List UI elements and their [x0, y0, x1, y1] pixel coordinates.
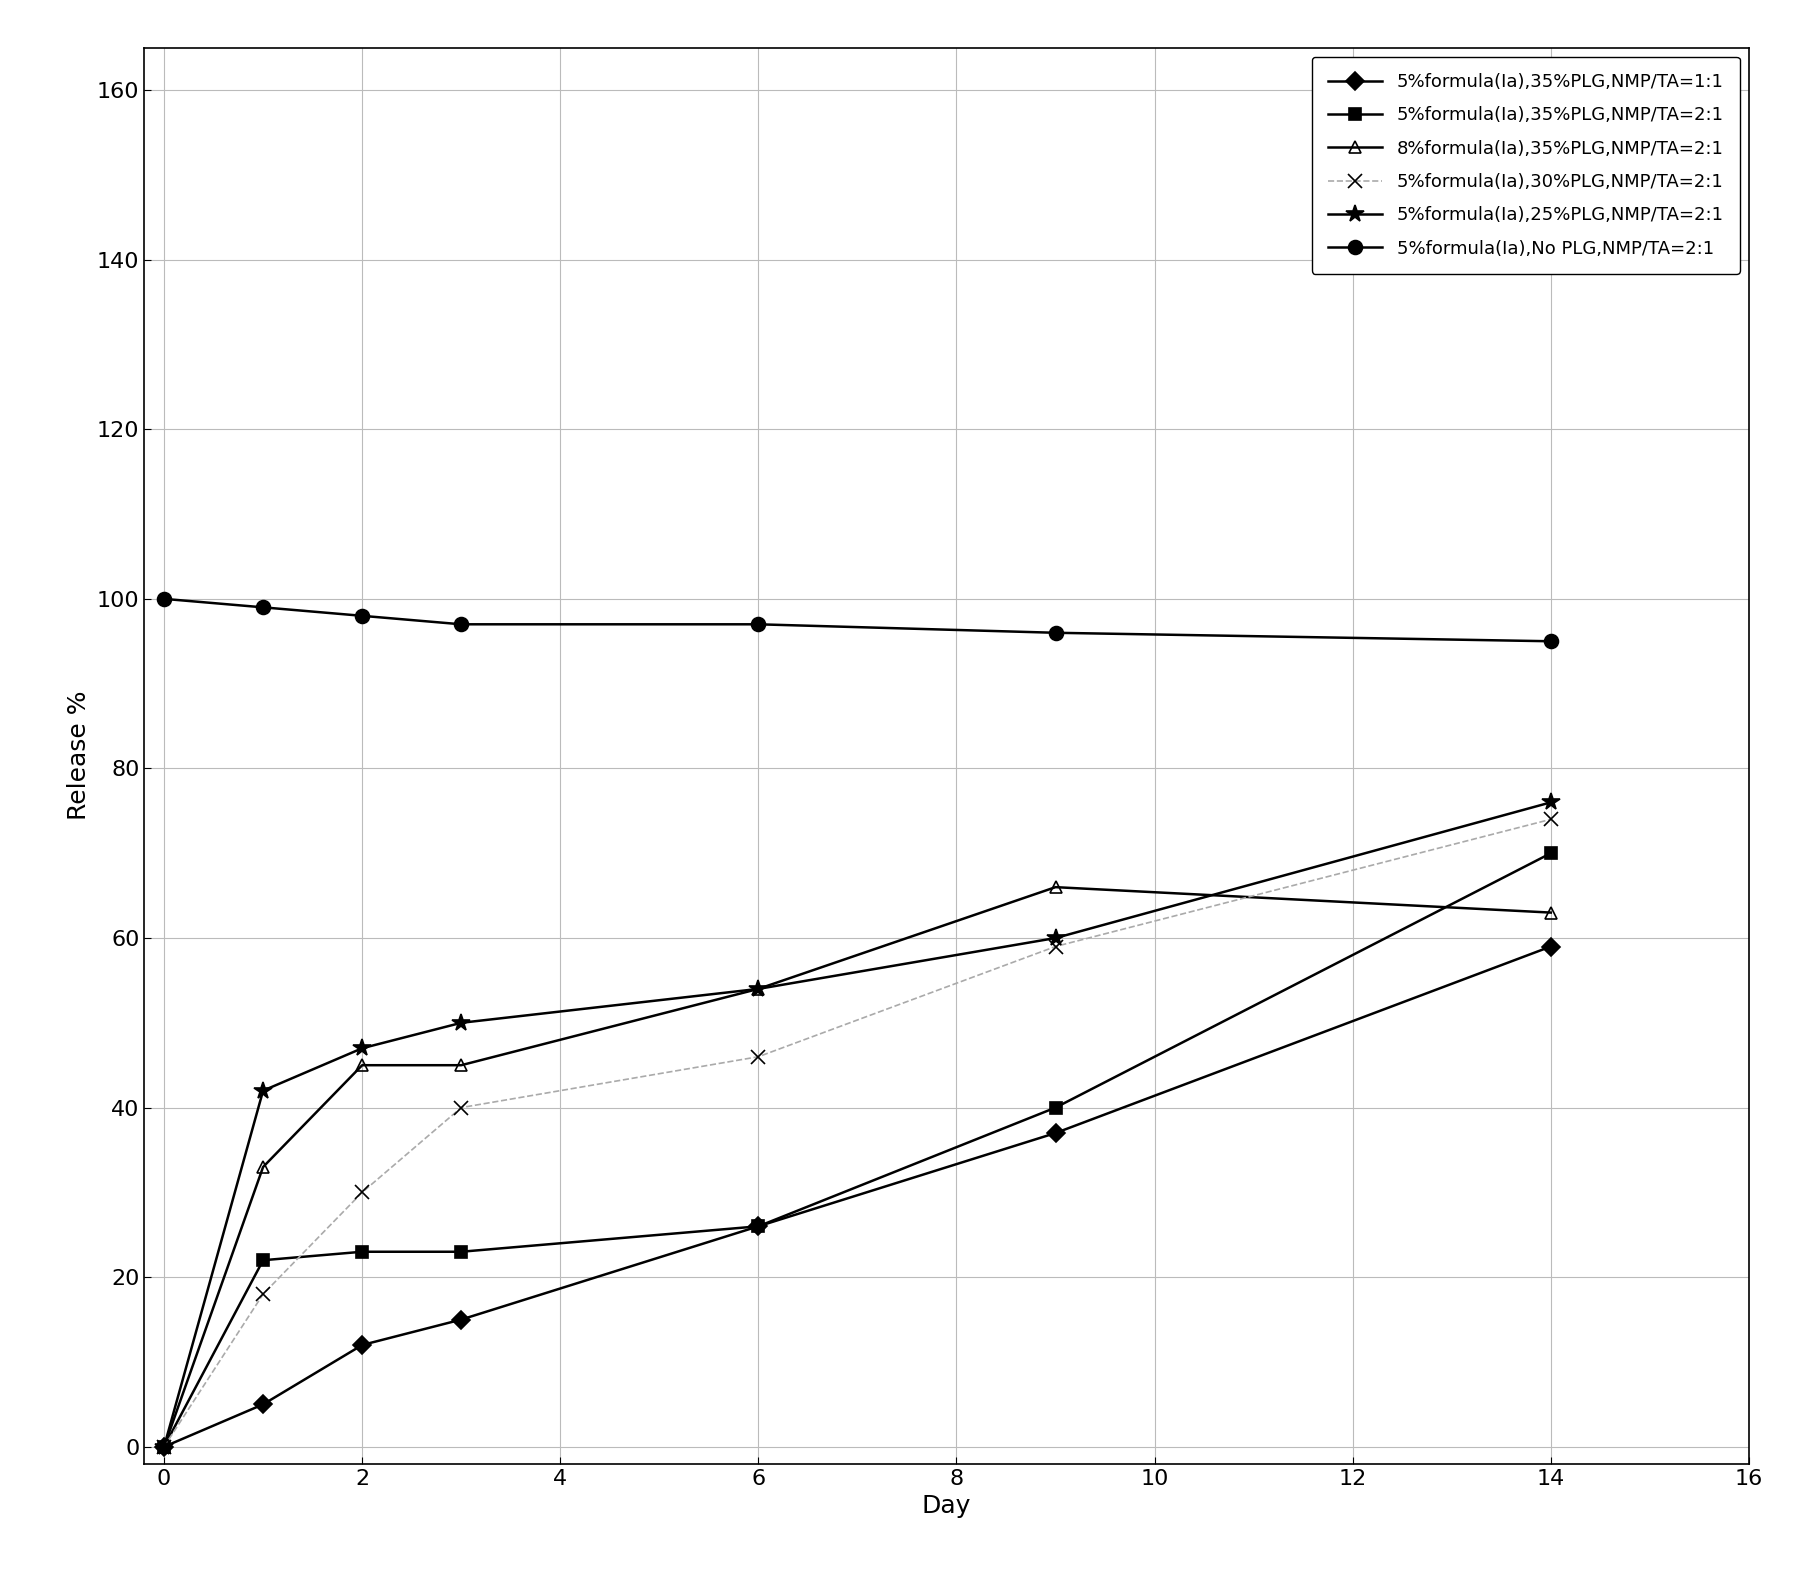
5%formula(Ia),35%PLG,NMP/TA=1:1 — [451, 1309, 472, 1328]
Line: 5%formula(Ia),30%PLG,NMP/TA=2:1: 5%formula(Ia),30%PLG,NMP/TA=2:1 — [157, 813, 1558, 1454]
5%formula(Ia),35%PLG,NMP/TA=1:1 — [1540, 937, 1561, 956]
5%formula(Ia),35%PLG,NMP/TA=1:1 — [352, 1335, 373, 1354]
Line: 5%formula(Ia),35%PLG,NMP/TA=1:1: 5%formula(Ia),35%PLG,NMP/TA=1:1 — [159, 940, 1558, 1453]
5%formula(Ia),35%PLG,NMP/TA=2:1 — [451, 1243, 472, 1262]
Y-axis label: Release %: Release % — [67, 690, 92, 821]
5%formula(Ia),No PLG,NMP/TA=2:1 — [1044, 624, 1066, 643]
5%formula(Ia),35%PLG,NMP/TA=2:1 — [153, 1437, 175, 1456]
5%formula(Ia),35%PLG,NMP/TA=1:1 — [252, 1395, 274, 1414]
5%formula(Ia),25%PLG,NMP/TA=2:1 — [451, 1013, 472, 1033]
5%formula(Ia),No PLG,NMP/TA=2:1 — [748, 614, 770, 633]
5%formula(Ia),No PLG,NMP/TA=2:1 — [1540, 632, 1561, 651]
8%formula(Ia),35%PLG,NMP/TA=2:1 — [352, 1056, 373, 1076]
5%formula(Ia),No PLG,NMP/TA=2:1 — [352, 606, 373, 625]
5%formula(Ia),30%PLG,NMP/TA=2:1 — [352, 1182, 373, 1201]
Line: 5%formula(Ia),35%PLG,NMP/TA=2:1: 5%formula(Ia),35%PLG,NMP/TA=2:1 — [159, 846, 1558, 1453]
5%formula(Ia),25%PLG,NMP/TA=2:1 — [1540, 792, 1561, 811]
5%formula(Ia),No PLG,NMP/TA=2:1 — [252, 598, 274, 617]
8%formula(Ia),35%PLG,NMP/TA=2:1 — [1540, 904, 1561, 923]
5%formula(Ia),35%PLG,NMP/TA=1:1 — [748, 1217, 770, 1236]
5%formula(Ia),No PLG,NMP/TA=2:1 — [153, 589, 175, 608]
8%formula(Ia),35%PLG,NMP/TA=2:1 — [153, 1437, 175, 1456]
5%formula(Ia),35%PLG,NMP/TA=1:1 — [153, 1437, 175, 1456]
Line: 5%formula(Ia),No PLG,NMP/TA=2:1: 5%formula(Ia),No PLG,NMP/TA=2:1 — [157, 592, 1558, 648]
5%formula(Ia),35%PLG,NMP/TA=2:1 — [748, 1217, 770, 1236]
Line: 8%formula(Ia),35%PLG,NMP/TA=2:1: 8%formula(Ia),35%PLG,NMP/TA=2:1 — [159, 881, 1558, 1453]
8%formula(Ia),35%PLG,NMP/TA=2:1 — [1044, 878, 1066, 897]
5%formula(Ia),35%PLG,NMP/TA=1:1 — [1044, 1123, 1066, 1142]
5%formula(Ia),25%PLG,NMP/TA=2:1 — [352, 1039, 373, 1058]
5%formula(Ia),35%PLG,NMP/TA=2:1 — [1540, 843, 1561, 862]
5%formula(Ia),35%PLG,NMP/TA=2:1 — [352, 1243, 373, 1262]
5%formula(Ia),No PLG,NMP/TA=2:1 — [451, 614, 472, 633]
5%formula(Ia),30%PLG,NMP/TA=2:1 — [748, 1047, 770, 1066]
8%formula(Ia),35%PLG,NMP/TA=2:1 — [252, 1157, 274, 1176]
5%formula(Ia),30%PLG,NMP/TA=2:1 — [252, 1284, 274, 1303]
Legend: 5%formula(Ia),35%PLG,NMP/TA=1:1, 5%formula(Ia),35%PLG,NMP/TA=2:1, 8%formula(Ia),: 5%formula(Ia),35%PLG,NMP/TA=1:1, 5%formu… — [1313, 57, 1740, 274]
5%formula(Ia),25%PLG,NMP/TA=2:1 — [748, 980, 770, 999]
Line: 5%formula(Ia),25%PLG,NMP/TA=2:1: 5%formula(Ia),25%PLG,NMP/TA=2:1 — [155, 794, 1560, 1456]
5%formula(Ia),30%PLG,NMP/TA=2:1 — [451, 1098, 472, 1117]
X-axis label: Day: Day — [921, 1494, 972, 1518]
5%formula(Ia),35%PLG,NMP/TA=2:1 — [252, 1251, 274, 1270]
5%formula(Ia),25%PLG,NMP/TA=2:1 — [1044, 929, 1066, 948]
5%formula(Ia),30%PLG,NMP/TA=2:1 — [1044, 937, 1066, 956]
5%formula(Ia),25%PLG,NMP/TA=2:1 — [252, 1082, 274, 1101]
8%formula(Ia),35%PLG,NMP/TA=2:1 — [748, 980, 770, 999]
8%formula(Ia),35%PLG,NMP/TA=2:1 — [451, 1056, 472, 1076]
5%formula(Ia),35%PLG,NMP/TA=2:1 — [1044, 1098, 1066, 1117]
5%formula(Ia),30%PLG,NMP/TA=2:1 — [1540, 810, 1561, 829]
5%formula(Ia),30%PLG,NMP/TA=2:1 — [153, 1437, 175, 1456]
5%formula(Ia),25%PLG,NMP/TA=2:1 — [153, 1437, 175, 1456]
